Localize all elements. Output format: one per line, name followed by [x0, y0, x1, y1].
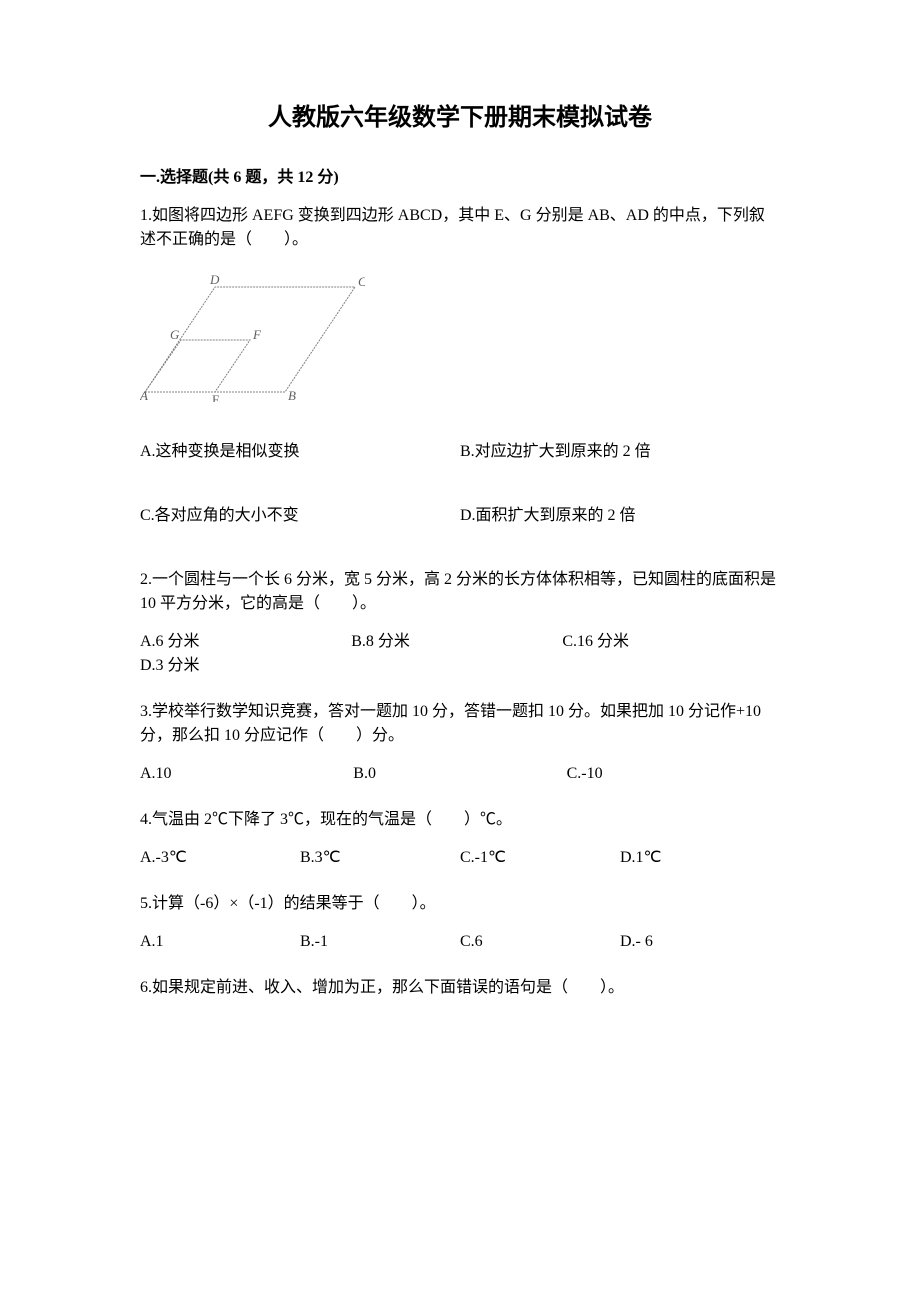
question-1-options-row-1: A.这种变换是相似变换 B.对应边扩大到原来的 2 倍 — [140, 440, 780, 464]
q1-option-a: A.这种变换是相似变换 — [140, 440, 460, 464]
q1-option-d: D.面积扩大到原来的 2 倍 — [460, 504, 780, 528]
q2-option-b: B.8 分米 — [351, 630, 562, 654]
figure-label-c: C — [358, 274, 365, 289]
question-3-text: 3.学校举行数学知识竞赛，答对一题加 10 分，答错一题扣 10 分。如果把加 … — [140, 700, 780, 748]
q2-option-c: C.16 分米 — [562, 630, 780, 654]
section-1-header: 一.选择题(共 6 题，共 12 分) — [140, 166, 780, 190]
q4-option-a: A.-3℃ — [140, 846, 300, 870]
q5-option-c: C.6 — [460, 930, 620, 954]
question-1-text: 1.如图将四边形 AEFG 变换到四边形 ABCD，其中 E、G 分别是 AB、… — [140, 204, 780, 252]
q5-option-b: B.-1 — [300, 930, 460, 954]
page-title: 人教版六年级数学下册期末模拟试卷 — [140, 100, 780, 136]
q5-option-d: D.- 6 — [620, 930, 780, 954]
question-6-text: 6.如果规定前进、收入、增加为正，那么下面错误的语句是（ ）。 — [140, 976, 780, 1000]
figure-label-d: D — [209, 272, 220, 287]
figure-label-b: B — [288, 388, 296, 402]
question-2-text: 2.一个圆柱与一个长 6 分米，宽 5 分米，高 2 分米的长方体体积相等，已知… — [140, 568, 780, 616]
question-4-text: 4.气温由 2℃下降了 3℃，现在的气温是（ ）℃。 — [140, 808, 780, 832]
q2-option-a: A.6 分米 — [140, 630, 351, 654]
q2-option-d: D.3 分米 — [140, 654, 780, 678]
q4-option-b: B.3℃ — [300, 846, 460, 870]
q4-option-c: C.-1℃ — [460, 846, 620, 870]
q1-option-c: C.各对应角的大小不变 — [140, 504, 460, 528]
figure-label-e: E — [212, 392, 220, 402]
q3-option-b: B.0 — [353, 762, 566, 786]
question-3-options: A.10 B.0 C.-10 — [140, 762, 780, 786]
figure-label-f: F — [252, 327, 262, 342]
q1-option-b: B.对应边扩大到原来的 2 倍 — [460, 440, 780, 464]
q3-option-a: A.10 — [140, 762, 353, 786]
question-2-options: A.6 分米 B.8 分米 C.16 分米 D.3 分米 — [140, 630, 780, 678]
figure-label-a: A — [140, 388, 148, 402]
question-1-figure: A E B C D G F — [140, 272, 780, 410]
figure-label-g: G — [170, 327, 180, 342]
question-4-options: A.-3℃ B.3℃ C.-1℃ D.1℃ — [140, 846, 780, 870]
question-5-options: A.1 B.-1 C.6 D.- 6 — [140, 930, 780, 954]
q5-option-a: A.1 — [140, 930, 300, 954]
question-1-options-row-2: C.各对应角的大小不变 D.面积扩大到原来的 2 倍 — [140, 504, 780, 528]
question-5-text: 5.计算（-6）×（-1）的结果等于（ ）。 — [140, 892, 780, 916]
q4-option-d: D.1℃ — [620, 846, 780, 870]
q3-option-c: C.-10 — [567, 762, 780, 786]
